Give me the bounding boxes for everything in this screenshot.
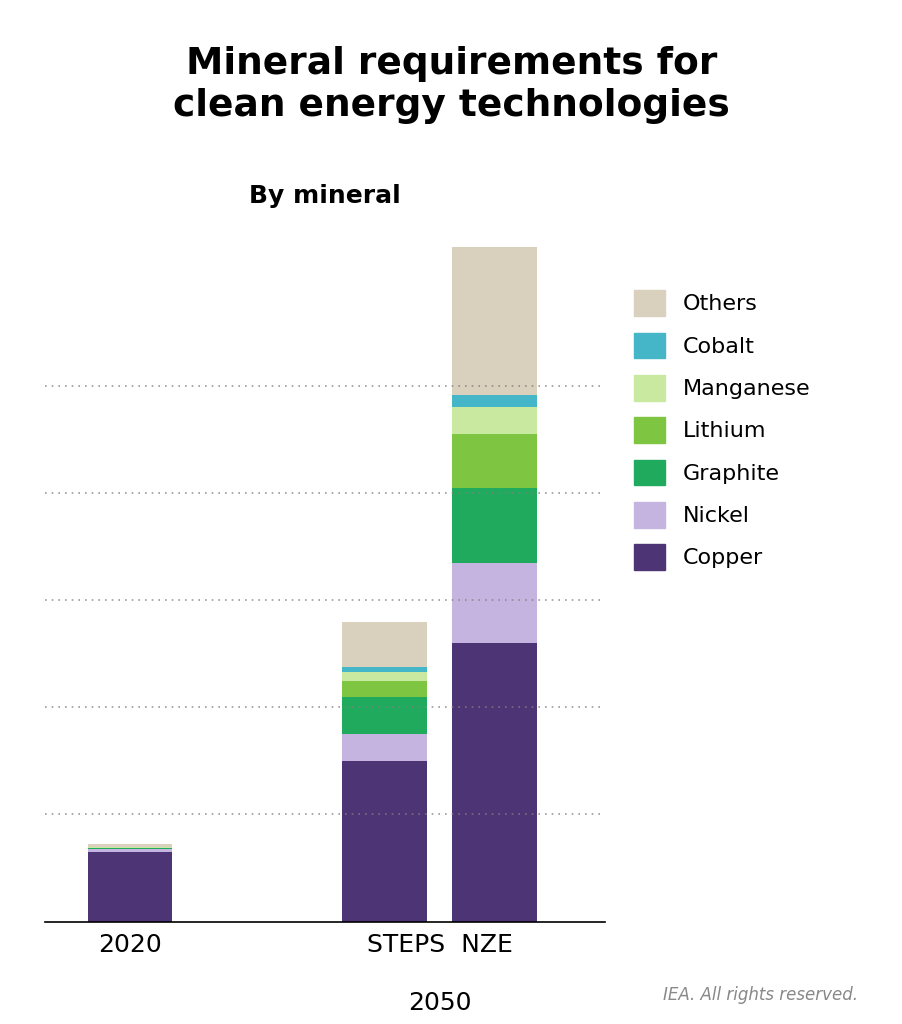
Bar	[452, 247, 537, 394]
Text: 2050: 2050	[408, 991, 471, 1015]
Bar	[342, 734, 427, 761]
Bar	[342, 667, 427, 672]
Bar	[452, 643, 537, 922]
Bar	[452, 434, 537, 487]
Bar	[342, 622, 427, 667]
Bar	[342, 672, 427, 681]
Bar	[452, 394, 537, 408]
Bar	[342, 761, 427, 922]
Bar	[342, 696, 427, 734]
Bar	[342, 681, 427, 696]
Bar	[87, 852, 172, 922]
Bar	[452, 563, 537, 643]
Title: By mineral: By mineral	[249, 184, 400, 208]
Bar	[87, 848, 172, 849]
Legend: Others, Cobalt, Manganese, Lithium, Graphite, Nickel, Copper: Others, Cobalt, Manganese, Lithium, Grap…	[633, 290, 810, 570]
Bar	[87, 844, 172, 847]
Bar	[452, 487, 537, 563]
Text: IEA. All rights reserved.: IEA. All rights reserved.	[662, 985, 857, 1004]
Bar	[452, 408, 537, 434]
Bar	[87, 849, 172, 852]
Text: Mineral requirements for
clean energy technologies: Mineral requirements for clean energy te…	[173, 46, 729, 124]
